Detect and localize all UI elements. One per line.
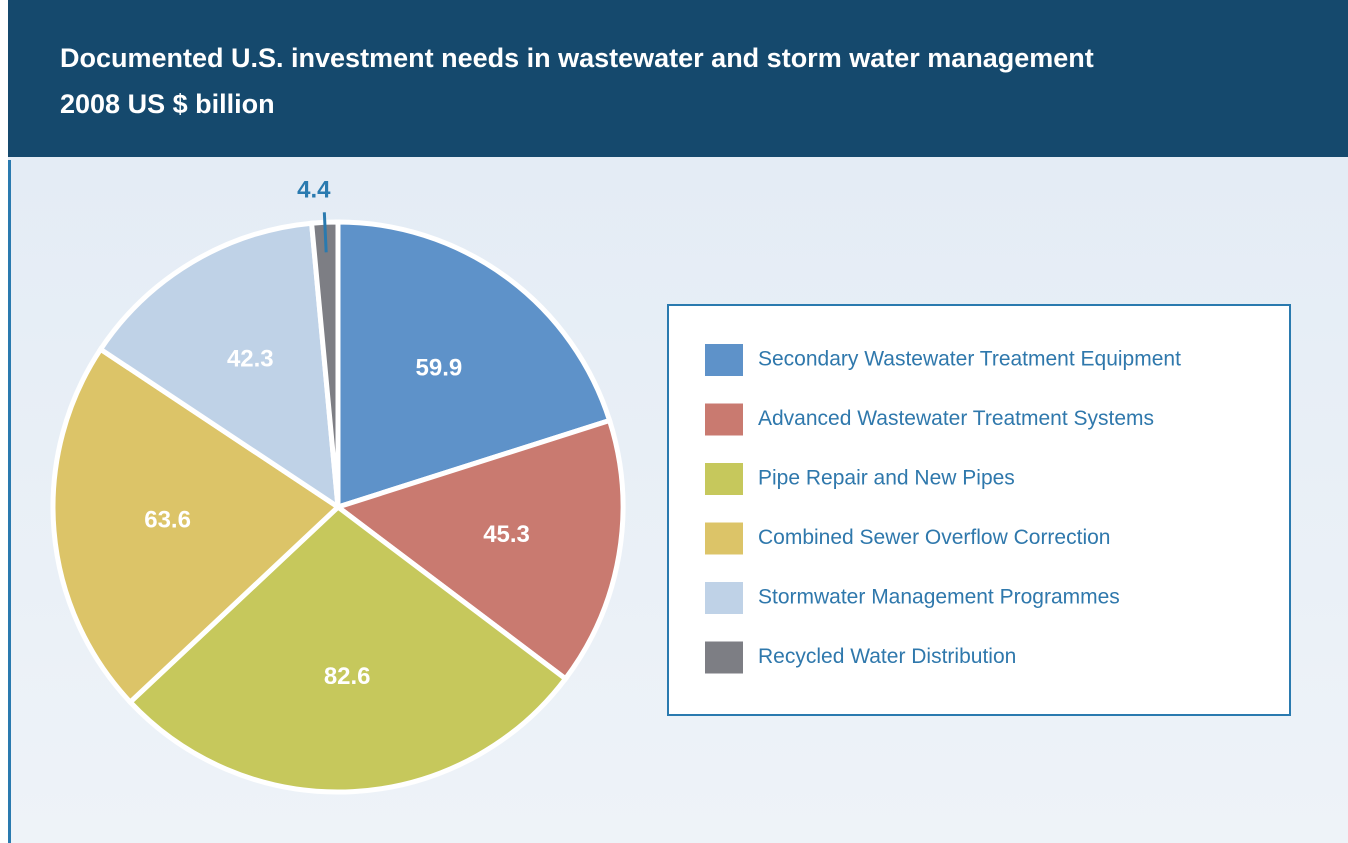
header: [8, 0, 1348, 157]
legend-swatch: [705, 641, 743, 674]
pie-slice: [97, 220, 341, 512]
data-label: 4.4: [297, 176, 331, 203]
pie-slice: [126, 503, 569, 795]
legend-swatch: [705, 344, 743, 376]
data-label: 45.3: [483, 521, 530, 548]
pie-slice: [335, 219, 613, 511]
data-label: 59.9: [416, 354, 463, 381]
legend-swatch: [705, 522, 743, 555]
data-label: 42.3: [227, 346, 274, 373]
legend-label: Combined Sewer Overflow Correction: [758, 526, 1110, 549]
chart-subtitle: 2008 US $ billion: [60, 89, 275, 119]
leader-line: [322, 212, 328, 253]
data-label: 63.6: [144, 507, 191, 534]
pie-slice: [332, 417, 626, 683]
legend-swatch: [705, 582, 743, 614]
legend-label: Stormwater Management Programmes: [758, 586, 1120, 609]
legend-label: Recycled Water Distribution: [758, 645, 1016, 668]
legend-label: Pipe Repair and New Pipes: [758, 467, 1015, 490]
data-label: 82.6: [324, 663, 371, 690]
legend-swatch: [705, 463, 743, 495]
legend: [667, 304, 1291, 716]
legend-label: Advanced Wastewater Treatment Systems: [758, 407, 1154, 430]
left-rule: [8, 160, 11, 843]
legend-label: Secondary Wastewater Treatment Equipment: [758, 348, 1181, 371]
pie-slice: [50, 345, 343, 706]
chart-title: Documented U.S. investment needs in wast…: [60, 43, 1094, 73]
legend-swatch: [705, 403, 743, 436]
